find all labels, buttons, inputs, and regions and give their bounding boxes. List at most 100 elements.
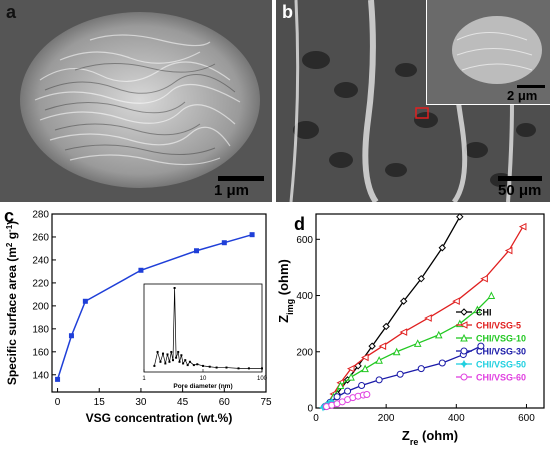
- inset-x-axis-label: Pore diameter (nm): [173, 383, 232, 390]
- impedance-chart: d 0 200 400 600 0 200 400 600 Zre (ohm) Zimg (ohm)…: [276, 213, 545, 447]
- data-point: [518, 222, 527, 231]
- inset-data-point: [215, 366, 218, 369]
- panel-b-scalebar: [498, 176, 542, 181]
- data-point: [417, 365, 425, 373]
- inset-data-point: [202, 364, 204, 367]
- panel-a-scalebar: [218, 176, 264, 181]
- y-tick-label: 200: [32, 301, 49, 312]
- inset-data-point: [159, 360, 162, 363]
- data-point: [375, 376, 383, 384]
- data-point: [413, 339, 422, 347]
- data-point: [438, 359, 446, 367]
- data-point: [344, 387, 352, 395]
- inset-data-point: [175, 356, 178, 359]
- inset-data-point: [237, 367, 240, 370]
- data-point: [361, 364, 369, 373]
- data-point: [392, 347, 401, 356]
- data-point: [473, 305, 482, 314]
- y-axis-label: Specific surface area (m2 g-1): [5, 221, 20, 385]
- y-tick-label: 220: [32, 278, 49, 289]
- data-point: [360, 353, 369, 362]
- legend-entry: CHI: [476, 308, 492, 318]
- x-tick-label: 75: [260, 397, 272, 408]
- data-point: [504, 246, 513, 255]
- y-tick-label: 160: [32, 347, 49, 358]
- inset-data-point: [156, 350, 159, 353]
- plot-frame: [315, 213, 545, 409]
- y-tick-label: 240: [32, 255, 49, 266]
- x-tick-label: 45: [177, 397, 189, 408]
- data-point: [249, 232, 255, 238]
- data-point: [460, 373, 468, 381]
- y-tick-label: 0: [307, 404, 313, 415]
- data-point: [382, 322, 390, 331]
- data-point: [417, 274, 425, 283]
- inset-data-point: [208, 365, 211, 368]
- data-point: [460, 347, 468, 355]
- inset-x-tick-label: 10: [200, 376, 207, 382]
- data-point: [221, 240, 227, 246]
- inset-data-point: [173, 287, 176, 289]
- data-point: [456, 213, 464, 221]
- inset-data-point: [177, 350, 180, 353]
- data-point: [434, 330, 443, 339]
- data-point: [424, 314, 432, 322]
- inset-data-point: [196, 363, 199, 366]
- x-tick-label: 0: [55, 397, 61, 408]
- inset-data-point: [162, 352, 165, 355]
- inset-data-point: [247, 367, 250, 370]
- plot-frame: [51, 213, 267, 393]
- inset-data-point: [192, 364, 195, 367]
- y-tick-label: 200: [296, 347, 313, 358]
- legend-entry: CHI/VSG-30: [476, 347, 526, 357]
- legend-entry: CHI/VSG-50: [476, 360, 526, 370]
- data-point: [396, 370, 404, 378]
- panel-b-scalebar-label: 50 μm: [498, 182, 542, 199]
- data-point: [460, 333, 468, 342]
- x-tick-label: 30: [135, 397, 147, 408]
- panel-d-label: d: [294, 214, 305, 234]
- panel-a-scalebar-label: 1 μm: [214, 182, 250, 199]
- data-point: [399, 297, 408, 305]
- x-tick-label: 200: [378, 413, 395, 424]
- data-point: [363, 391, 371, 399]
- data-point: [459, 321, 468, 329]
- panel-b-sem-image: 2 μm b 50 μm: [276, 0, 550, 202]
- inset-x-tick-label: 1: [142, 376, 146, 382]
- y-tick-label: 600: [296, 235, 313, 246]
- data-point: [368, 342, 376, 350]
- data-point: [480, 274, 488, 283]
- data-point: [82, 298, 88, 304]
- x-axis-label: Zre (ohm): [402, 428, 458, 447]
- inset-data-point: [153, 364, 156, 367]
- data-point: [459, 359, 469, 369]
- zoom-region-marker: [415, 107, 429, 119]
- panel-b-label: b: [282, 2, 293, 22]
- legend-entry: CHI/VSG-5: [476, 321, 521, 331]
- panel-b-inset-scalebar-label: 2 μm: [507, 88, 538, 103]
- x-tick-label: 0: [313, 413, 319, 424]
- panel-b-inset-image: 2 μm: [426, 0, 550, 105]
- y-tick-label: 260: [32, 232, 49, 243]
- data-point: [347, 372, 355, 381]
- inset-data-point: [164, 362, 167, 365]
- panel-a-label: a: [6, 2, 17, 22]
- inset-data-point: [186, 364, 189, 367]
- data-point: [333, 393, 341, 401]
- inset-data-point: [171, 359, 174, 362]
- inset-data-point: [178, 360, 181, 363]
- panel-d-chart: d 0 200 400 600 0 200 400 600 Zre (ohm) Zimg (ohm)…: [276, 204, 550, 448]
- sem-texture-a: [0, 0, 272, 202]
- data-point: [477, 342, 485, 350]
- x-tick-label: 600: [518, 413, 535, 424]
- panel-c-label: c: [4, 206, 14, 226]
- surface-area-chart: c 0 15 30 45 60 75 140 160 180 200 220 240 260 280 VSG …: [4, 206, 272, 425]
- x-axis-label: VSG concentration (wt.%): [86, 411, 233, 425]
- inset-data-point: [225, 366, 228, 369]
- inset-data-point: [188, 360, 191, 363]
- x-tick-label: 15: [94, 397, 106, 408]
- data-point: [194, 248, 200, 254]
- data-point: [487, 291, 496, 300]
- data-point: [346, 364, 355, 373]
- data-point: [68, 333, 74, 339]
